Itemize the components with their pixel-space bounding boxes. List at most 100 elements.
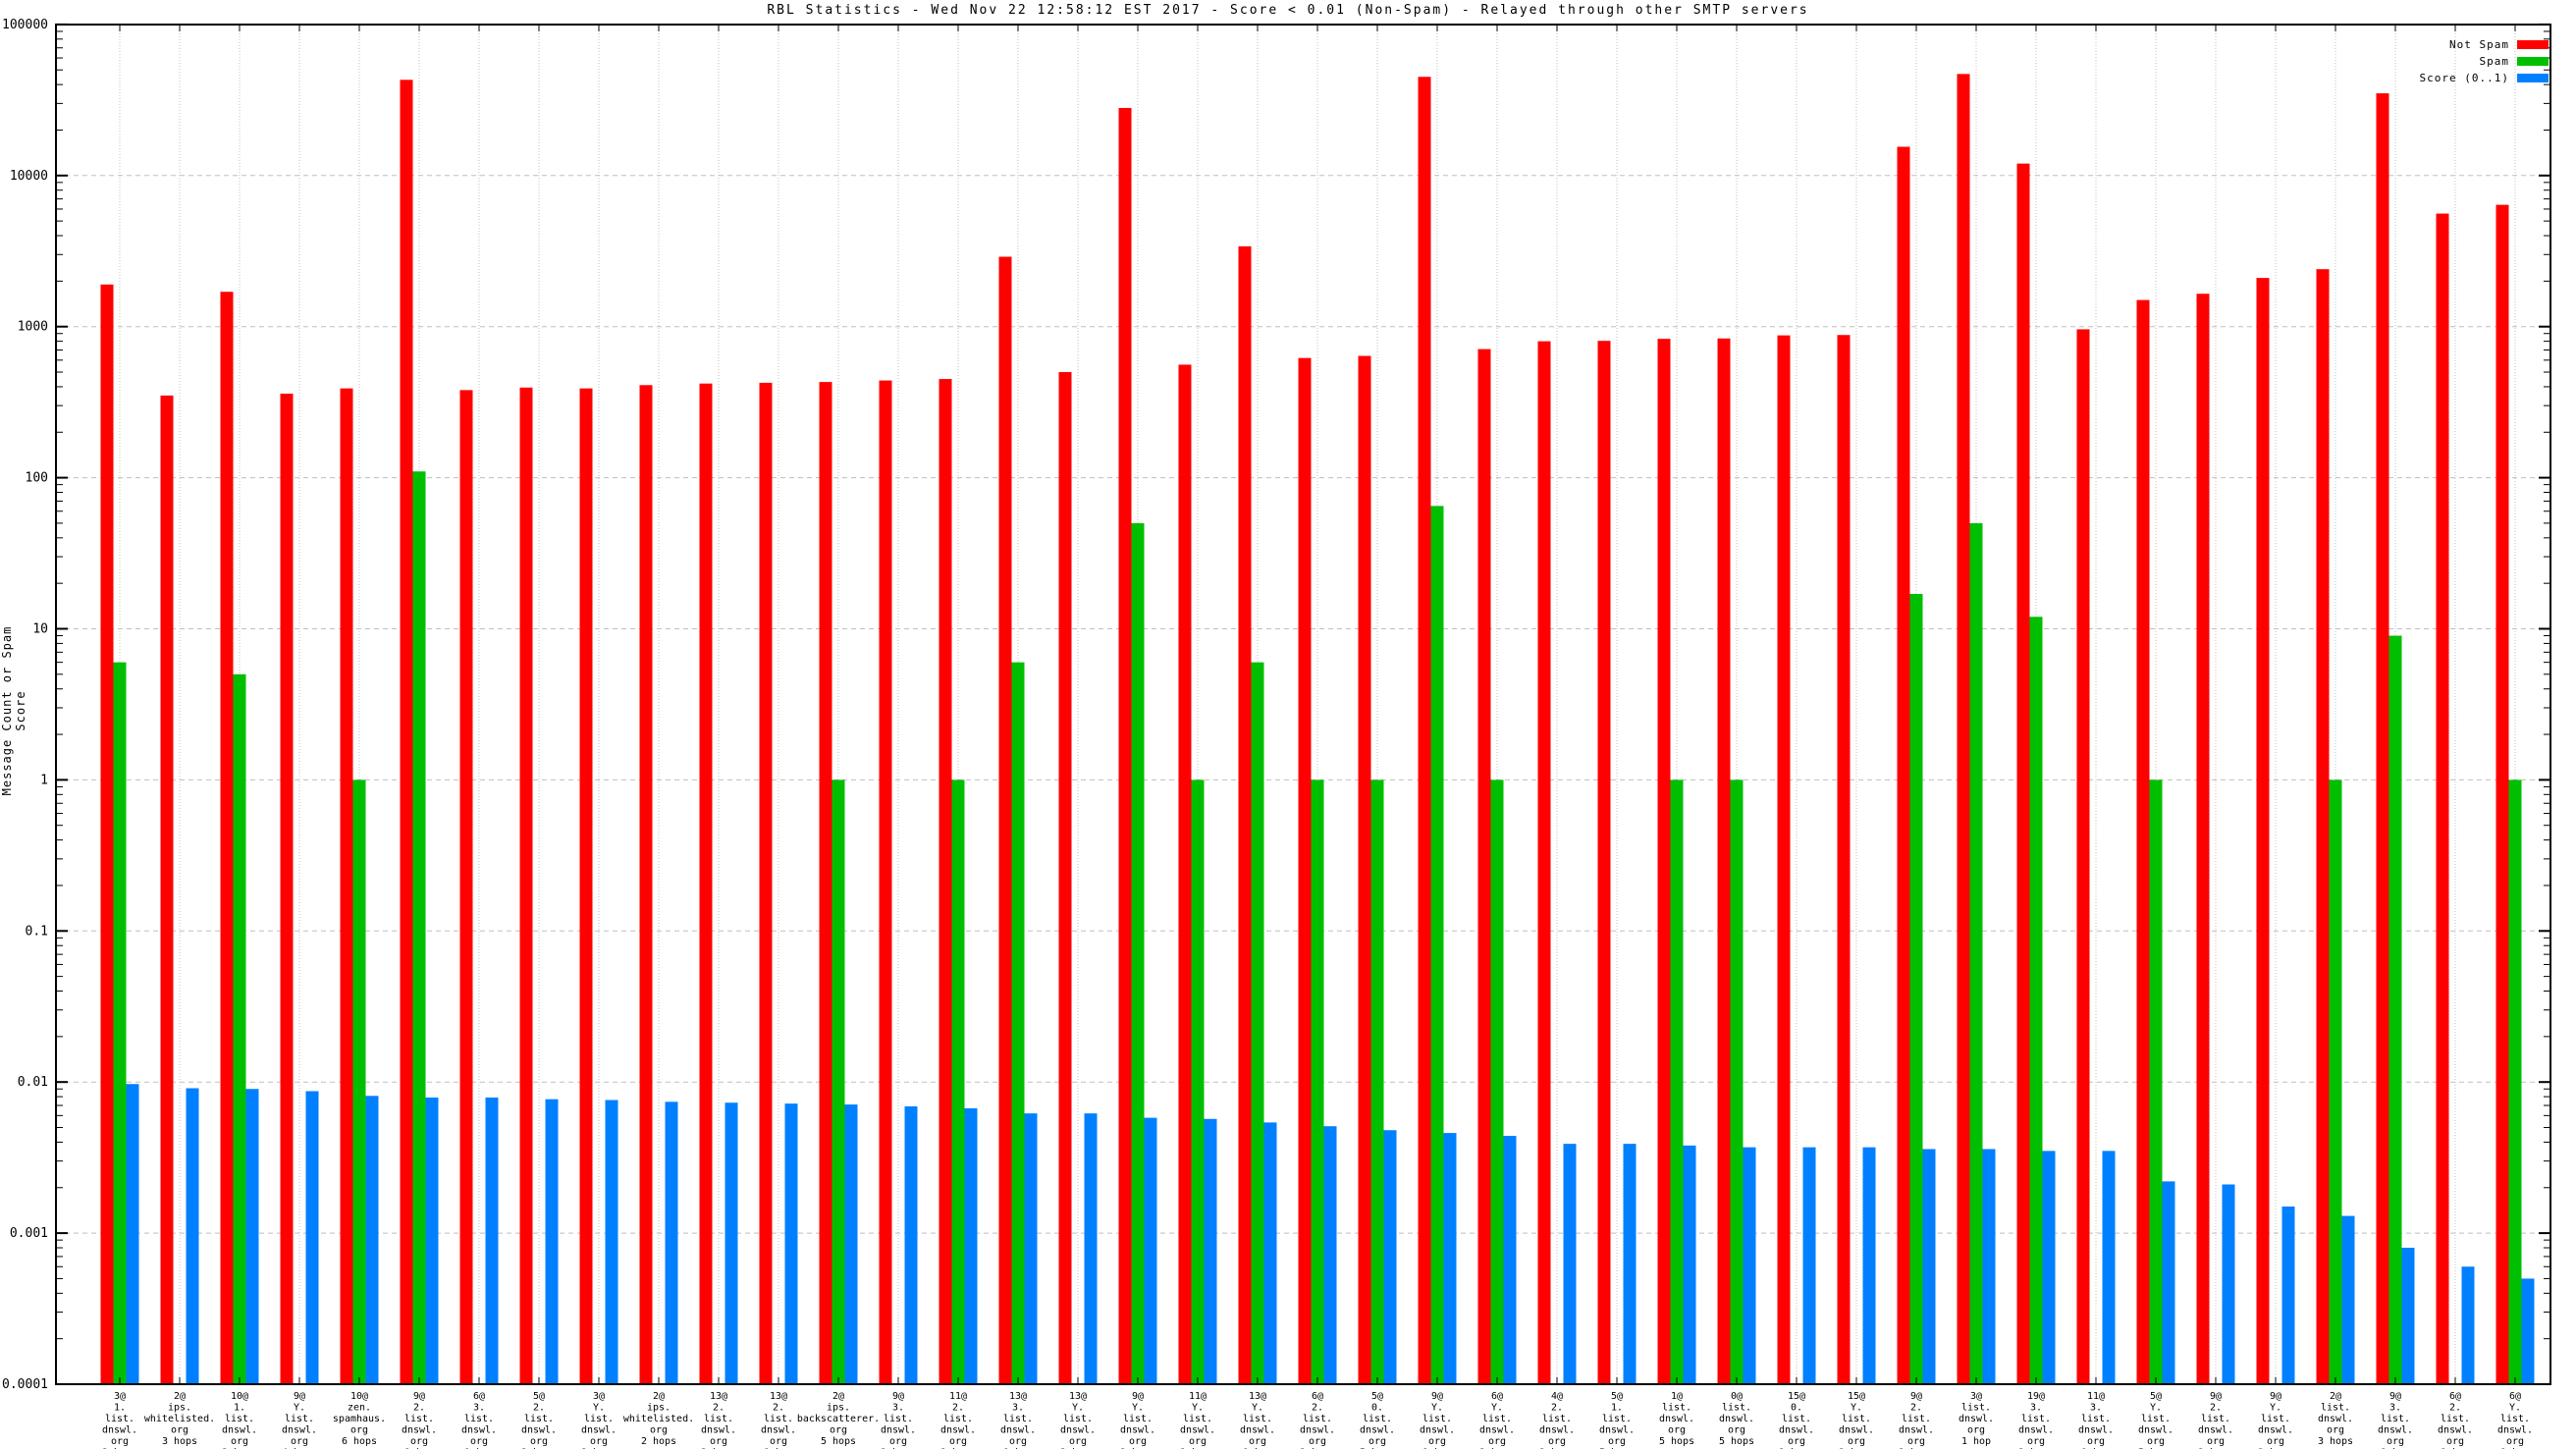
- score-bar: Score (0..1): 0.009: [245, 1089, 259, 1384]
- x-tick-label: dnswl.: [1899, 1425, 1934, 1436]
- x-tick-label: 11@: [949, 1391, 967, 1402]
- x-tick-label: 3 hops: [881, 1448, 916, 1449]
- x-tick-label: 2 hops: [1300, 1448, 1335, 1449]
- x-tick-label: 2 hops: [1899, 1448, 1934, 1449]
- x-tick-label: ips.: [827, 1403, 850, 1414]
- x-tick-label: Y.: [1851, 1403, 1862, 1414]
- spam-bar: Spam: 1: [1670, 779, 1684, 1384]
- score-bar: Score (0..1): 0.0062: [1024, 1113, 1038, 1384]
- x-tick-label: 2.: [533, 1403, 545, 1414]
- x-tick-label: whitelisted.: [623, 1414, 694, 1424]
- x-tick-label: ips.: [647, 1403, 671, 1414]
- x-tick-label: 2 hops: [1120, 1448, 1155, 1449]
- x-tick-label: 1 hop: [1003, 1448, 1033, 1449]
- x-tick-label: dnswl.: [2438, 1425, 2473, 1436]
- x-tick-label: 2.: [2449, 1403, 2461, 1414]
- x-tick-label: dnswl.: [2138, 1425, 2174, 1436]
- score-bar: Score (0..1): 0.0037: [1802, 1147, 1816, 1384]
- y-tick-label: 0.001: [10, 1226, 48, 1241]
- score-bar: Score (0..1): 0.0058: [1144, 1117, 1157, 1384]
- x-tick-label: 6 hops: [342, 1436, 377, 1447]
- x-tick-label: 6@: [2509, 1391, 2521, 1402]
- x-tick-label: dnswl.: [1599, 1425, 1635, 1436]
- x-tick-label: list.: [1422, 1414, 1452, 1424]
- x-tick-label: 2@: [2330, 1391, 2341, 1402]
- not-spam-bar: Not Spam: 440: [879, 380, 892, 1384]
- score-bar: Score (0..1): 0.0021: [2222, 1184, 2235, 1384]
- x-tick-label: dnswl.: [761, 1425, 796, 1436]
- x-tick-label: 5 hops: [1719, 1436, 1754, 1447]
- not-spam-bar: Not Spam: 47000: [1957, 74, 1970, 1385]
- x-tick-label: list.: [2381, 1414, 2410, 1424]
- x-tick-label: org: [2327, 1425, 2344, 1436]
- not-spam-bar: Not Spam: 12000: [2016, 163, 2030, 1384]
- score-bar: Score (0..1): 0.0073: [724, 1102, 738, 1384]
- legend-swatch: [2517, 74, 2549, 82]
- x-tick-label: 0@: [1731, 1391, 1743, 1402]
- score-bar: Score (0..1): 0.0077: [545, 1099, 559, 1384]
- x-tick-label: list.: [1722, 1403, 1751, 1414]
- x-tick-label: dnswl.: [1479, 1425, 1515, 1436]
- x-tick-label: org: [2446, 1436, 2464, 1447]
- x-tick-label: list.: [1183, 1414, 1212, 1424]
- y-tick-label: 0.0001: [2, 1377, 48, 1392]
- x-tick-label: 3 hops: [1779, 1448, 1814, 1449]
- score-bar: Score (0..1): 0.0081: [365, 1096, 379, 1384]
- x-tick-label: org: [2027, 1436, 2045, 1447]
- legend-label: Score (0..1): [2420, 72, 2509, 84]
- x-tick-label: org: [350, 1425, 368, 1436]
- spam-bar: Spam: 9: [2388, 635, 2402, 1384]
- legend-swatch: [2517, 40, 2549, 49]
- x-tick-label: dnswl.: [1719, 1414, 1754, 1424]
- x-tick-label: 3.: [1012, 1403, 1024, 1414]
- x-tick-label: dnswl.: [2198, 1425, 2233, 1436]
- x-tick-label: dnswl.: [1360, 1425, 1395, 1436]
- x-tick-label: 13@: [1069, 1391, 1087, 1402]
- x-tick-label: Y.: [1252, 1403, 1263, 1414]
- x-tick-label: org: [171, 1425, 188, 1436]
- x-tick-label: 3.: [473, 1403, 485, 1414]
- x-tick-label: 1 hop: [2441, 1448, 2470, 1449]
- not-spam-bar: Not Spam: 425: [759, 382, 773, 1384]
- x-tick-label: list.: [285, 1414, 314, 1424]
- x-tick-label: 13@: [1009, 1391, 1027, 1402]
- score-bar: Score (0..1): 0.0037: [1862, 1147, 1876, 1384]
- x-tick-label: list.: [1003, 1414, 1033, 1424]
- not-spam-bar: Not Spam: 710: [1477, 349, 1491, 1385]
- x-tick-label: org: [1548, 1436, 1566, 1447]
- x-tick-label: dnswl.: [940, 1425, 976, 1436]
- x-tick-label: 13@: [770, 1391, 787, 1402]
- x-tick-label: dnswl.: [222, 1425, 257, 1436]
- x-tick-label: list.: [1842, 1414, 1871, 1424]
- x-tick-label: 11@: [1189, 1391, 1207, 1402]
- score-bar: Score (0..1): 0.0067: [964, 1107, 978, 1384]
- x-tick-label: 2.: [1910, 1403, 1922, 1414]
- legend-swatch: [2517, 57, 2549, 66]
- not-spam-bar: Not Spam: 1900: [100, 284, 114, 1385]
- legend-label: Spam: [2480, 55, 2510, 68]
- not-spam-bar: Not Spam: 835: [1717, 338, 1731, 1384]
- x-tick-label: 9@: [2210, 1391, 2222, 1402]
- x-tick-label: dnswl.: [1060, 1425, 1096, 1436]
- not-spam-bar: Not Spam: 500: [1058, 372, 1072, 1384]
- x-tick-label: org: [830, 1425, 847, 1436]
- score-bar: Score (0..1): 0.0087: [305, 1091, 319, 1384]
- not-spam-bar: Not Spam: 2900: [998, 256, 1012, 1384]
- x-tick-label: 3 hops: [2258, 1448, 2293, 1449]
- x-tick-label: org: [1129, 1436, 1147, 1447]
- x-tick-label: list.: [2261, 1414, 2290, 1424]
- x-tick-label: 2 hops: [1060, 1448, 1096, 1449]
- not-spam-bar: Not Spam: 410: [639, 385, 653, 1384]
- score-bar: Score (0..1): 0.0074: [665, 1101, 678, 1384]
- x-tick-label: list.: [1063, 1414, 1093, 1424]
- x-tick-label: 3.: [2389, 1403, 2401, 1414]
- x-tick-label: Y.: [2509, 1403, 2521, 1414]
- x-tick-label: org: [1788, 1436, 1805, 1447]
- x-tick-label: 1.: [114, 1403, 126, 1414]
- x-tick-label: 1 hop: [764, 1448, 793, 1449]
- x-tick-label: 2.: [713, 1403, 724, 1414]
- x-tick-label: 13@: [710, 1391, 727, 1402]
- x-tick-label: 5 hops: [1360, 1448, 1395, 1449]
- x-tick-label: Y.: [593, 1403, 605, 1414]
